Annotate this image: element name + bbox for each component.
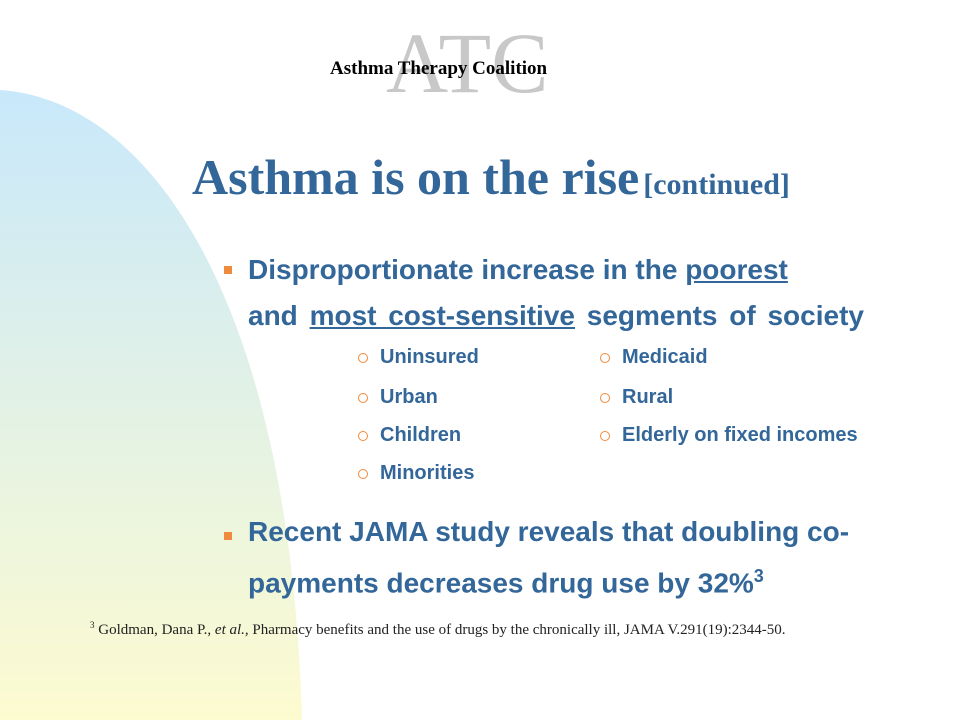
sub-bullet-marker: [358, 431, 368, 441]
footnote-citation: Pharmacy benefits and the use of drugs b…: [252, 622, 786, 638]
text: Disproportionate increase in the: [248, 254, 678, 285]
sub-bullet-marker: [358, 353, 368, 363]
organization: Asthma Therapy Coalition: [330, 58, 548, 79]
sub-item: Children: [380, 424, 462, 446]
text: Recent JAMA study reveals that doubling …: [248, 516, 850, 599]
title-suffix: [continued]: [643, 168, 790, 201]
footnote-author: Goldman, Dana P.,: [98, 622, 212, 638]
footnote-etal: et al.,: [214, 622, 249, 638]
underlined-text: poorest: [685, 254, 788, 285]
text: segments of society: [586, 300, 864, 331]
sub-bullet-marker: [600, 353, 610, 363]
sub-item: Medicaid: [622, 346, 708, 368]
bullet-marker: [224, 266, 232, 274]
gradient-arc: [0, 90, 302, 720]
bullet-marker: [224, 532, 232, 540]
superscript: 3: [753, 566, 764, 586]
underlined-text: most cost-sensitive: [309, 300, 575, 331]
bullet-text: Recent JAMA study reveals that doubling …: [248, 510, 928, 605]
footnote-marker: 3: [90, 620, 95, 630]
sub-item: Uninsured: [380, 346, 479, 368]
footnote: 3 Goldman, Dana P., et al., Pharmacy ben…: [90, 612, 920, 643]
title: Asthma is on the rise [continued]: [192, 148, 790, 206]
logo: ATC: [386, 15, 549, 111]
sub-bullet-marker: [600, 393, 610, 403]
sub-bullet-marker: [358, 469, 368, 479]
sub-item: Rural: [622, 386, 674, 408]
bullet-line: and most cost-sensitive segments of soci…: [248, 296, 864, 336]
text: and: [248, 300, 298, 331]
bullet-line: Disproportionate increase in the poorest: [248, 250, 788, 290]
sub-item: Elderly on fixed incomes: [622, 424, 858, 446]
sub-item: Urban: [380, 386, 438, 408]
title-main: Asthma is on the rise: [192, 149, 640, 205]
sub-bullet-marker: [600, 431, 610, 441]
sub-bullet-marker: [358, 393, 368, 403]
sub-item: Minorities: [380, 462, 475, 484]
